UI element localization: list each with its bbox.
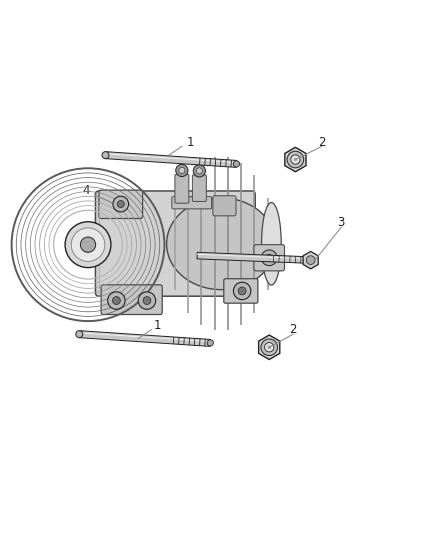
Circle shape (143, 297, 151, 304)
FancyBboxPatch shape (95, 191, 255, 296)
Circle shape (138, 292, 155, 309)
Circle shape (71, 228, 105, 262)
Circle shape (261, 339, 278, 356)
Circle shape (76, 330, 83, 338)
Polygon shape (285, 147, 306, 172)
Circle shape (65, 222, 111, 268)
Polygon shape (258, 335, 280, 359)
Circle shape (266, 254, 273, 261)
FancyBboxPatch shape (172, 197, 212, 209)
Circle shape (207, 340, 213, 346)
Circle shape (267, 345, 271, 349)
Circle shape (293, 158, 297, 161)
FancyBboxPatch shape (254, 245, 285, 271)
Polygon shape (303, 252, 318, 269)
FancyBboxPatch shape (213, 196, 236, 216)
Polygon shape (105, 152, 237, 167)
Circle shape (233, 282, 251, 300)
Circle shape (81, 237, 95, 252)
Circle shape (117, 200, 124, 207)
Polygon shape (79, 330, 211, 346)
Text: 1: 1 (154, 319, 162, 332)
Circle shape (265, 343, 274, 352)
Text: 2: 2 (290, 324, 297, 336)
Ellipse shape (166, 198, 276, 289)
Circle shape (233, 161, 240, 167)
Text: 3: 3 (338, 216, 345, 229)
Circle shape (179, 167, 185, 174)
FancyBboxPatch shape (175, 174, 189, 203)
FancyBboxPatch shape (192, 175, 206, 201)
Ellipse shape (261, 203, 281, 285)
Circle shape (238, 287, 246, 295)
Circle shape (108, 292, 125, 309)
FancyBboxPatch shape (101, 285, 162, 314)
Text: 2: 2 (318, 135, 325, 149)
Circle shape (306, 256, 315, 264)
FancyBboxPatch shape (224, 279, 258, 303)
Circle shape (261, 250, 277, 265)
FancyBboxPatch shape (99, 190, 143, 219)
Circle shape (196, 168, 202, 174)
Circle shape (291, 155, 300, 164)
Circle shape (287, 151, 304, 168)
Circle shape (176, 164, 188, 176)
Text: 1: 1 (187, 135, 194, 149)
Polygon shape (197, 252, 307, 263)
Circle shape (113, 297, 120, 304)
Circle shape (102, 152, 109, 159)
Circle shape (113, 196, 129, 212)
Circle shape (193, 165, 205, 177)
Text: 4: 4 (82, 183, 90, 197)
